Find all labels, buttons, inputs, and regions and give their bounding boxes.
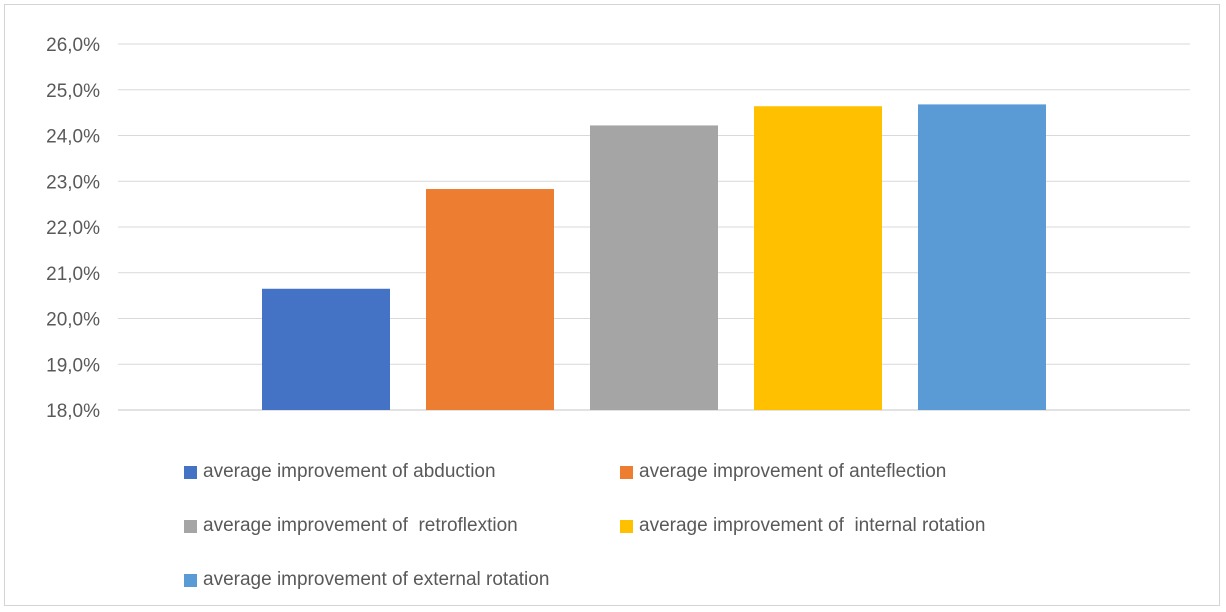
y-tick-label: 26,0% (46, 35, 100, 56)
y-tick-label: 25,0% (46, 81, 100, 102)
y-tick-label: 22,0% (46, 218, 100, 239)
legend-swatch (184, 465, 197, 479)
legend-swatch (184, 519, 197, 533)
legend-label: average improvement of internal rotation (639, 515, 986, 536)
legend-label: average improvement of abduction (203, 461, 496, 482)
y-tick-label: 24,0% (46, 127, 100, 148)
bars (262, 104, 1046, 410)
legend: average improvement of abduction average … (184, 452, 1084, 600)
legend-label: average improvement of external rotation (203, 569, 550, 590)
y-tick-label: 19,0% (46, 355, 100, 376)
legend-swatch (184, 573, 197, 587)
legend-item: average improvement of abduction (184, 452, 620, 492)
y-tick-label: 23,0% (46, 172, 100, 193)
legend-item: average improvement of internal rotation (620, 506, 1060, 546)
y-tick-label: 18,0% (46, 401, 100, 422)
bar (426, 189, 554, 410)
legend-item: average improvement of anteflection (620, 452, 1060, 492)
y-tick-label: 21,0% (46, 264, 100, 285)
bar (590, 125, 718, 410)
y-tick-label: 20,0% (46, 310, 100, 331)
legend-label: average improvement of anteflection (639, 461, 947, 482)
legend-item: average improvement of retroflextion (184, 506, 620, 546)
bar (754, 106, 882, 410)
y-axis-ticks: 18,0% 19,0% 20,0% 21,0% 22,0% 23,0% 24,0% 25,0%… (46, 35, 100, 422)
legend-label: average improvement of retroflextion (203, 515, 518, 536)
legend-item: average improvement of external rotation (184, 560, 620, 600)
legend-swatch (620, 519, 633, 533)
bar (262, 288, 390, 410)
legend-swatch (620, 465, 633, 479)
bar (918, 104, 1046, 410)
